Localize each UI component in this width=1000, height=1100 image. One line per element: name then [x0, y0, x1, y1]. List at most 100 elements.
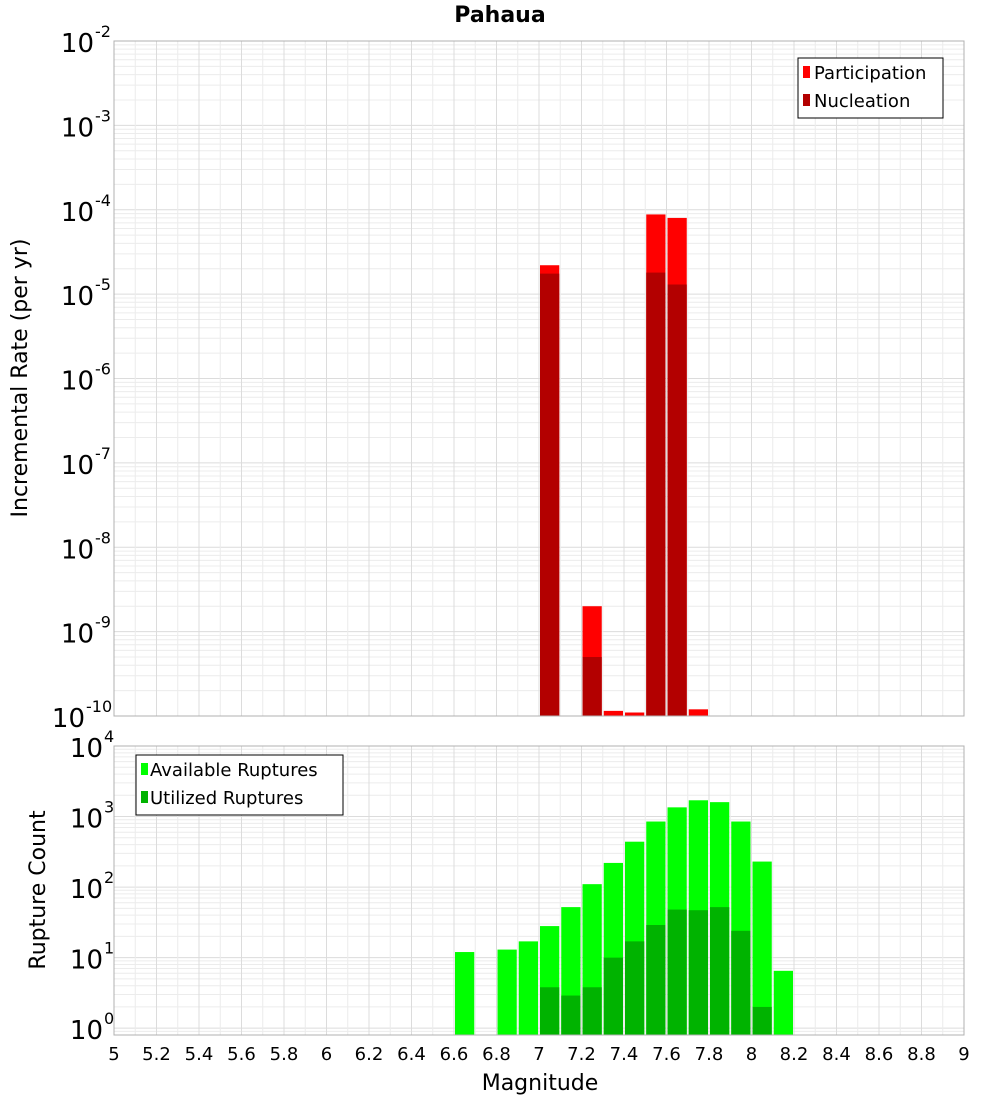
x-tick-label: 6.2 — [355, 1044, 384, 1065]
tick-exponent: 4 — [104, 727, 114, 746]
legend-available-swatch — [141, 763, 148, 775]
rate-y-tick-label: 10 -3 — [61, 106, 111, 143]
tick-base: 10 — [61, 29, 94, 59]
rate-y-tick-label: 10 -4 — [61, 191, 111, 228]
tick-exponent: -7 — [95, 444, 111, 463]
rate-gridlines — [113, 40, 965, 717]
tick-exponent: -6 — [95, 360, 111, 379]
x-tick-label: 7.6 — [652, 1044, 681, 1065]
tick-exponent: -10 — [86, 697, 112, 716]
x-tick-label: 7.2 — [567, 1044, 596, 1065]
rate-y-tick-label: 10 -10 — [52, 697, 112, 734]
legend-available-label: Available Ruptures — [150, 760, 318, 781]
count-series-1 — [540, 907, 772, 1035]
rate-y-tick-label: 10 -6 — [61, 360, 111, 397]
x-tick-label: 6.6 — [440, 1044, 469, 1065]
rate-series-1 — [540, 272, 687, 716]
tick-exponent: -8 — [95, 528, 111, 547]
bar-utilized-ruptures — [752, 1006, 772, 1035]
tick-exponent: -9 — [95, 613, 111, 632]
bar-nucleation — [667, 284, 687, 716]
tick-base: 10 — [61, 198, 94, 228]
tick-base: 10 — [61, 451, 94, 481]
x-tick-label: 8.2 — [780, 1044, 809, 1065]
bar-available-ruptures — [518, 941, 538, 1035]
bar-available-ruptures — [455, 952, 475, 1035]
tick-base: 10 — [70, 805, 103, 835]
bar-available-ruptures — [773, 970, 793, 1035]
tick-exponent: -4 — [95, 191, 111, 210]
y-axis-label-bottom: Rupture Count — [26, 810, 51, 970]
bar-utilized-ruptures — [561, 995, 581, 1035]
bar-available-ruptures — [497, 949, 517, 1035]
tick-base: 10 — [52, 704, 85, 734]
bar-utilized-ruptures — [582, 987, 602, 1035]
legend-participation-label: Participation — [814, 63, 926, 84]
count-y-tick-label: 10 0 — [70, 1009, 114, 1046]
tick-base: 10 — [61, 282, 94, 312]
rate-y-tick-label: 10 -2 — [61, 22, 111, 59]
rate-y-tick-label: 10 -5 — [61, 275, 111, 312]
bar-utilized-ruptures — [710, 907, 730, 1035]
x-tick-label: 6.4 — [397, 1044, 426, 1065]
x-tick-label: 7.8 — [695, 1044, 724, 1065]
bar-utilized-ruptures — [731, 930, 751, 1035]
tick-exponent: 0 — [104, 1009, 114, 1028]
tick-base: 10 — [70, 1016, 103, 1046]
bar-participation — [688, 709, 708, 716]
count-y-tick-label: 10 1 — [70, 939, 114, 976]
y-axis-label-top: Incremental Rate (per yr) — [8, 239, 33, 518]
legend-bottom-box — [135, 754, 344, 816]
count-y-tick-label: 10 4 — [70, 727, 114, 764]
tick-base: 10 — [61, 113, 94, 143]
x-tick-label: 6.8 — [482, 1044, 511, 1065]
bar-available-ruptures — [752, 861, 772, 1035]
x-tick-label: 8 — [746, 1044, 757, 1065]
legend-utilized-swatch — [141, 791, 148, 803]
count-series-0 — [455, 800, 793, 1035]
rate-plot-frame — [113, 40, 965, 717]
x-tick-label: 5.4 — [185, 1044, 214, 1065]
tick-base: 10 — [61, 535, 94, 565]
x-tick-label: 9 — [958, 1044, 969, 1065]
rate-y-tick-label: 10 -8 — [61, 528, 111, 565]
legend-bottom: Available Ruptures Utilized Ruptures — [135, 754, 344, 816]
x-tick-label: 8.8 — [907, 1044, 936, 1065]
x-tick-label: 7 — [533, 1044, 544, 1065]
bar-utilized-ruptures — [625, 941, 645, 1035]
count-plot-frame — [113, 745, 965, 1036]
x-tick-label: 5.8 — [270, 1044, 299, 1065]
legend-nucleation-swatch — [803, 94, 810, 106]
tick-exponent: -2 — [95, 22, 111, 41]
x-tick-label: 5.2 — [142, 1044, 171, 1065]
tick-base: 10 — [70, 734, 103, 764]
bar-utilized-ruptures — [603, 957, 623, 1035]
tick-exponent: 3 — [104, 798, 114, 817]
tick-exponent: -3 — [95, 106, 111, 125]
x-axis-label: Magnitude — [482, 1071, 599, 1096]
bar-participation — [603, 710, 623, 716]
legend-top-box — [797, 57, 944, 119]
tick-base: 10 — [61, 367, 94, 397]
bar-nucleation — [540, 273, 560, 716]
x-tick-label: 8.6 — [865, 1044, 894, 1065]
bar-utilized-ruptures — [667, 909, 687, 1035]
tick-base: 10 — [70, 946, 103, 976]
x-tick-label: 6 — [321, 1044, 332, 1065]
legend-top: Participation Nucleation — [797, 57, 944, 119]
bar-participation — [625, 712, 645, 716]
rate-y-tick-label: 10 -9 — [61, 613, 111, 650]
legend-participation-swatch — [803, 66, 810, 78]
chart-title: Pahaua — [454, 3, 545, 28]
bar-nucleation — [582, 657, 602, 716]
x-tick-label: 8.4 — [822, 1044, 851, 1065]
tick-base: 10 — [70, 875, 103, 905]
tick-exponent: -5 — [95, 275, 111, 294]
tick-exponent: 2 — [104, 868, 114, 887]
legend-utilized-label: Utilized Ruptures — [150, 788, 303, 809]
x-tick-label: 5.6 — [227, 1044, 256, 1065]
bar-nucleation — [646, 272, 666, 716]
bar-utilized-ruptures — [646, 925, 666, 1035]
